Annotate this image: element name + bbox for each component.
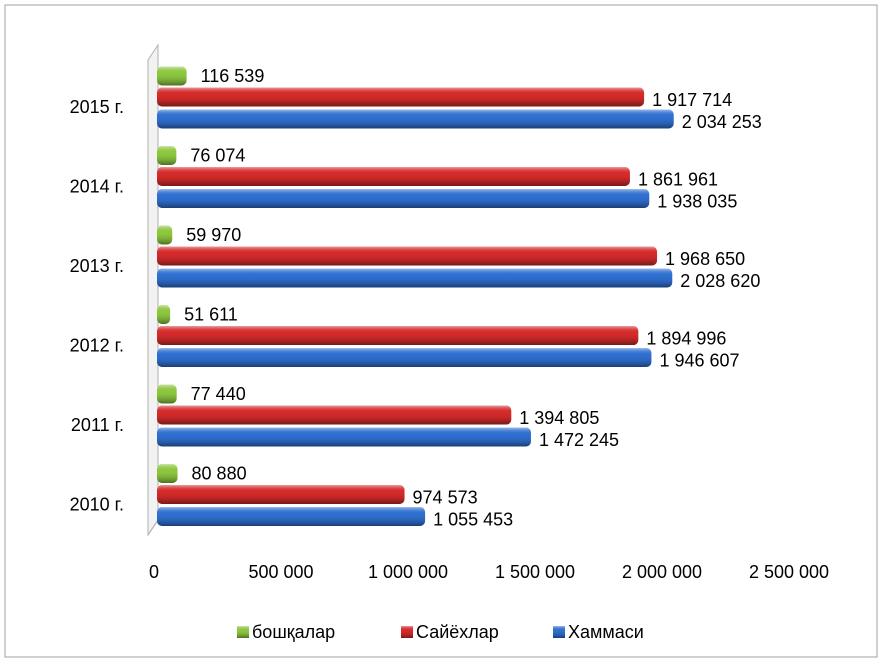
legend-swatch-shade xyxy=(237,626,249,638)
y-tick-label: 2015 г. xyxy=(70,97,124,117)
bar-shade xyxy=(157,268,673,288)
data-label: 1 968 650 xyxy=(665,249,745,269)
bar-shade xyxy=(157,225,173,245)
bar-shade xyxy=(157,109,674,129)
data-label: 116 539 xyxy=(201,66,265,86)
data-label: 80 880 xyxy=(192,463,247,483)
data-label: 51 611 xyxy=(184,304,238,324)
bar-shade xyxy=(157,507,426,526)
bar-shade xyxy=(157,146,177,165)
y-tick-label: 2011 г. xyxy=(71,415,124,435)
bar-shade xyxy=(157,405,512,425)
y-tick-label: 2012 г. xyxy=(70,335,124,355)
legend-label: Хаммаси xyxy=(568,622,644,642)
bar-shade xyxy=(157,348,652,367)
data-label: 2 028 620 xyxy=(680,271,760,291)
bar-shade xyxy=(157,246,658,266)
data-label: 1 861 961 xyxy=(638,169,718,189)
bar-shade xyxy=(157,464,178,483)
bar-shade xyxy=(157,485,405,504)
bar-shade xyxy=(157,427,531,447)
legend-swatch-shade xyxy=(553,626,565,638)
legend-swatch-shade xyxy=(401,626,413,638)
bar-shade xyxy=(157,87,645,107)
bar-shade xyxy=(157,167,630,186)
bar-shade xyxy=(157,384,177,404)
data-label: 1 894 996 xyxy=(646,328,726,348)
data-label: 1 938 035 xyxy=(657,191,737,211)
data-label: 59 970 xyxy=(186,225,241,245)
x-tick-label: 1 000 000 xyxy=(368,562,448,582)
x-tick-label: 2 500 000 xyxy=(749,562,829,582)
data-label: 1 394 805 xyxy=(519,408,599,428)
bar-shade xyxy=(157,326,639,345)
data-label: 1 946 607 xyxy=(659,350,739,370)
y-tick-label: 2013 г. xyxy=(70,256,124,276)
y-tick-label: 2010 г. xyxy=(70,494,124,514)
back-wall xyxy=(147,43,159,537)
data-label: 974 573 xyxy=(413,487,478,507)
data-label: 1 472 245 xyxy=(539,430,619,450)
data-label: 2 034 253 xyxy=(682,112,762,132)
data-label: 1 055 453 xyxy=(433,509,513,529)
floor-edge xyxy=(147,519,159,536)
x-tick-label: 0 xyxy=(149,562,159,582)
y-tick-label: 2014 г. xyxy=(70,176,124,196)
x-tick-label: 1 500 000 xyxy=(495,562,575,582)
legend-label: Сайёхлар xyxy=(416,622,499,642)
legend-label: бошқалар xyxy=(252,622,335,642)
bar-shade xyxy=(157,189,650,208)
x-tick-label: 500 000 xyxy=(248,562,313,582)
bar-shade xyxy=(157,305,171,324)
bar-shade xyxy=(157,66,187,86)
data-label: 76 074 xyxy=(190,145,245,165)
data-label: 77 440 xyxy=(191,384,246,404)
x-tick-label: 2 000 000 xyxy=(622,562,702,582)
data-label: 1 917 714 xyxy=(652,90,732,110)
